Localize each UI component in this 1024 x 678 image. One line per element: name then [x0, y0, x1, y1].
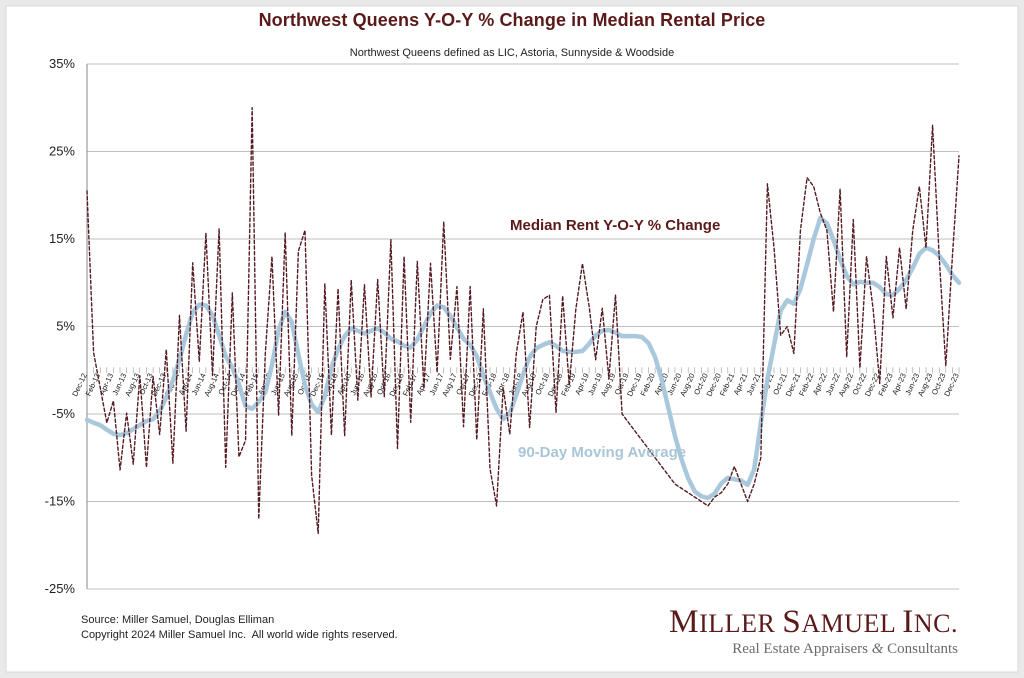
svg-text:-25%: -25% — [45, 581, 76, 596]
svg-text:25%: 25% — [49, 144, 75, 159]
svg-text:90-Day Moving Average: 90-Day Moving Average — [518, 444, 686, 461]
svg-text:5%: 5% — [56, 319, 75, 334]
svg-text:-5%: -5% — [52, 406, 76, 421]
svg-text:15%: 15% — [49, 231, 75, 246]
svg-text:Median Rent Y-O-Y % Change: Median Rent Y-O-Y % Change — [510, 217, 720, 234]
svg-text:-15%: -15% — [45, 494, 76, 509]
